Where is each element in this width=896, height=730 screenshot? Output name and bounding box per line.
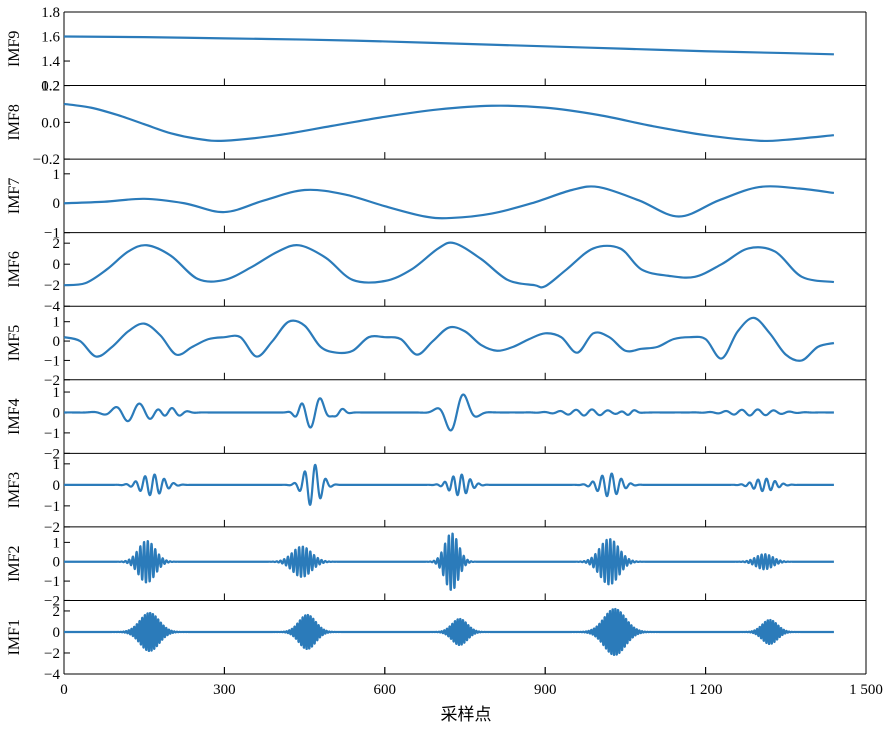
y-tick-label: 0	[53, 625, 61, 641]
y-tick-label: 0	[53, 555, 61, 571]
x-tick-label: 600	[374, 682, 397, 698]
panel-imf6: −4 −2 0 2 IMF6	[6, 232, 867, 315]
panel-imf9: 1.2 1.4 1.6 1.8 IMF9	[6, 5, 867, 95]
series-name-imf6: IMF6	[6, 251, 23, 287]
y-tick-label: 1.6	[41, 30, 60, 46]
y-tick-label: 0	[53, 405, 61, 421]
x-tick-label: 300	[213, 682, 236, 698]
x-tick-label: 1 500	[849, 682, 883, 698]
y-tick-label: −2	[44, 278, 60, 294]
y-tick-label: −0.2	[33, 152, 60, 168]
y-tick-label: −2	[44, 446, 60, 462]
panel-imf1: −4 −2 0 2 IMF1	[6, 600, 867, 683]
series-line-imf6	[63, 241, 835, 289]
x-tick-label: 0	[60, 682, 68, 698]
y-tick-label: 1	[53, 535, 61, 551]
y-tick-label: 1	[53, 457, 61, 473]
series-name-imf3: IMF3	[6, 472, 23, 508]
y-tick-label: 1.4	[41, 54, 60, 70]
y-tick-label: 0	[53, 196, 61, 212]
y-tick-label: 1	[53, 385, 61, 401]
panel-imf8: −0.2 0.0 0.2 IMF8	[6, 79, 867, 168]
series-line-imf5	[63, 316, 835, 362]
series-name-imf1: IMF1	[6, 619, 23, 655]
x-axis-label: 采样点	[441, 705, 492, 724]
x-tick-label: 1 200	[689, 682, 723, 698]
series-line-imf7	[63, 185, 835, 220]
x-tick-label: 900	[534, 682, 557, 698]
y-tick-label: −2	[44, 646, 60, 662]
panels: 1.2 1.4 1.6 1.8 IMF9 −0.2 0.0 0.2 IMF8 −1 0 1 IMF7 −4…	[6, 5, 867, 683]
y-tick-label: −2	[44, 373, 60, 389]
y-tick-label: −2	[44, 593, 60, 609]
series-line-imf2	[63, 532, 835, 591]
panel-imf5: −2 −1 0 1 IMF5	[6, 306, 867, 389]
y-tick-label: 0	[53, 478, 61, 494]
panel-imf2: −2 −1 0 1 IMF2	[6, 526, 867, 609]
panel-imf7: −1 0 1 IMF7	[6, 159, 867, 242]
panel-imf3: −2 −1 0 1 IMF3	[6, 453, 867, 536]
series-line-imf3	[63, 463, 835, 506]
y-tick-label: −4	[44, 299, 60, 315]
series-line-imf1	[63, 607, 835, 657]
y-tick-label: 1.2	[41, 79, 60, 95]
y-tick-label: 1.8	[41, 5, 60, 21]
series-name-imf2: IMF2	[6, 545, 23, 581]
series-line-imf8	[63, 102, 835, 143]
series-name-imf8: IMF8	[6, 104, 23, 140]
y-tick-label: −1	[44, 499, 60, 515]
y-tick-label: −1	[44, 426, 60, 442]
series-line-imf4	[63, 393, 835, 432]
panel-imf4: −2 −1 0 1 IMF4	[6, 379, 867, 462]
y-tick-label: −1	[44, 226, 60, 242]
series-line-imf9	[63, 35, 834, 56]
series-name-imf7: IMF7	[6, 178, 23, 214]
y-tick-label: 1	[53, 167, 61, 183]
y-tick-label: −4	[44, 667, 60, 683]
x-axis: 0 300 600 900 1 200 1 500	[60, 667, 883, 698]
y-tick-label: 0.0	[41, 115, 60, 131]
series-name-imf9: IMF9	[6, 31, 23, 67]
y-tick-label: −2	[44, 520, 60, 536]
y-tick-label: −1	[44, 574, 60, 590]
series-name-imf4: IMF4	[6, 398, 23, 434]
series-name-imf5: IMF5	[6, 325, 23, 361]
y-tick-label: −1	[44, 353, 60, 369]
y-tick-label: 2	[53, 236, 61, 252]
y-tick-label: 1	[53, 315, 61, 331]
y-tick-label: 0	[53, 257, 61, 273]
y-tick-label: 0	[53, 334, 61, 350]
y-tick-label: 2	[53, 604, 61, 620]
y-tick-label: 0.2	[41, 79, 60, 95]
